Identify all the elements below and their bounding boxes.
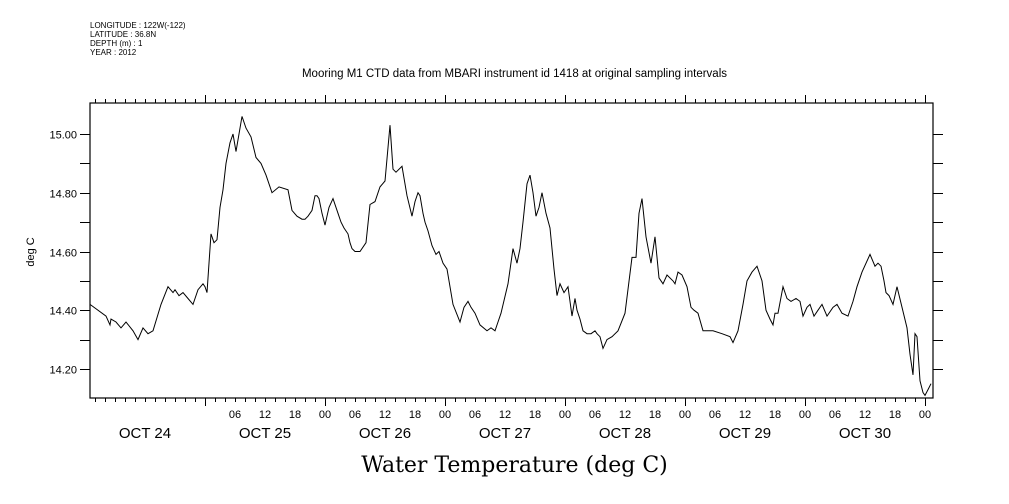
x-tick-label: 18: [889, 409, 901, 421]
x-tick-label: 00: [319, 409, 331, 421]
x-tick-label: 00: [799, 409, 811, 421]
x-day-label: OCT 28: [599, 425, 651, 442]
x-tick-label: 18: [529, 409, 541, 421]
x-tick-label: 06: [469, 409, 481, 421]
plot-frame: [89, 102, 934, 399]
x-tick-label: 12: [739, 409, 751, 421]
depth-label: DEPTH (m) : 1: [90, 39, 143, 48]
x-tick-label: 00: [559, 409, 571, 421]
x-tick-label: 12: [259, 409, 271, 421]
y-axis-label: deg C: [25, 237, 37, 266]
x-tick-label: 18: [769, 409, 781, 421]
x-tick-label: 00: [919, 409, 931, 421]
chart-title: Mooring M1 CTD data from MBARI instrumen…: [301, 68, 728, 80]
y-tick-label: 14.20: [49, 365, 77, 377]
x-day-label: OCT 30: [839, 425, 891, 442]
x-day-label: OCT 27: [479, 425, 531, 442]
x-tick-label: 06: [349, 409, 361, 421]
x-tick-label: 12: [619, 409, 631, 421]
x-tick-label: 00: [439, 409, 451, 421]
x-tick-label: 06: [709, 409, 721, 421]
y-tick-label: 14.80: [49, 189, 77, 201]
y-tick-label: 14.60: [49, 248, 77, 260]
y-tick-label: 14.40: [49, 306, 77, 318]
x-tick-label: 00: [679, 409, 691, 421]
x-day-label: OCT 25: [239, 425, 291, 442]
longitude-label: LONGITUDE : 122W(-122): [90, 21, 186, 30]
axes: 06 12 18 00 06 12 18 00 06 12 18 00 06 12 18 00 06 12 18 00…: [49, 95, 943, 442]
x-tick-label: 06: [229, 409, 241, 421]
series-line-0: [89, 116, 932, 397]
x-tick-label: 12: [499, 409, 511, 421]
x-day-label: OCT 29: [719, 425, 771, 442]
x-tick-label: 06: [829, 409, 841, 421]
x-axis-title: Water Temperature (deg C): [361, 453, 668, 478]
x-tick-label: 18: [649, 409, 661, 421]
x-day-label: OCT 24: [119, 425, 171, 442]
data-marks: [89, 116, 932, 397]
latitude-label: LATITUDE : 36.8N: [90, 30, 157, 39]
x-tick-label: 18: [409, 409, 421, 421]
y-tick-label: 15.00: [49, 130, 77, 142]
x-day-label: OCT 26: [359, 425, 411, 442]
year-label: YEAR : 2012: [90, 48, 137, 57]
metadata-block: LONGITUDE : 122W(-122) LATITUDE : 36.8N …: [90, 21, 186, 57]
x-tick-label: 18: [289, 409, 301, 421]
x-tick-label: 12: [859, 409, 871, 421]
x-tick-label: 06: [589, 409, 601, 421]
x-tick-label: 12: [379, 409, 391, 421]
